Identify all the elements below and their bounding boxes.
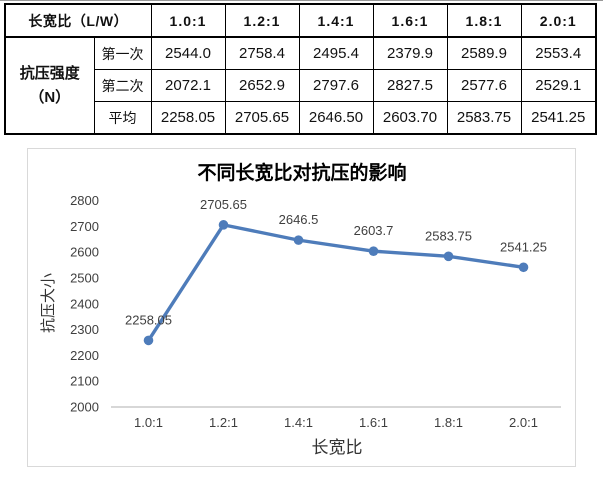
y-axis-title: 抗压大小: [39, 273, 57, 333]
cell: 2705.65: [224, 101, 300, 135]
data-point-marker: [443, 251, 454, 262]
y-tick-label: 2000: [70, 400, 99, 415]
y-tick-label: 2400: [70, 296, 99, 311]
top-divider: [0, 0, 603, 1]
row-group-header-line1: 抗压强度: [19, 64, 80, 82]
col-header-1.4: 1.4:1: [298, 3, 374, 38]
table-row-first: 抗压强度 （N） 第一次 2544.0 2758.4 2495.4 2379.9…: [4, 36, 597, 135]
cell: 2827.5: [372, 69, 448, 102]
cell: 2603.70: [372, 101, 448, 135]
col-header-1.2: 1.2:1: [224, 3, 300, 38]
cell: 2589.9: [446, 36, 522, 70]
col-header-1.0: 1.0:1: [150, 3, 226, 38]
results-table: 长宽比（L/W） 1.0:1 1.2:1 1.4:1 1.6:1 1.8:1 2…: [4, 3, 597, 135]
data-point-marker: [293, 235, 304, 245]
col-header-1.6: 1.6:1: [372, 3, 448, 38]
data-point-label: 2705.65: [200, 197, 247, 212]
x-tick-label: 1.8:1: [434, 415, 463, 430]
cell: 2646.50: [298, 101, 374, 135]
row-group-header-cell: 抗压强度 （N）: [4, 36, 95, 135]
x-tick-label: 1.4:1: [284, 415, 313, 430]
y-tick-label: 2800: [70, 193, 99, 208]
row-label: 第一次: [93, 36, 152, 70]
data-point-marker: [143, 335, 154, 346]
col-header-1.8: 1.8:1: [446, 3, 522, 38]
data-point-marker: [218, 220, 229, 230]
x-tick-label: 1.6:1: [359, 415, 388, 430]
cell: 2541.25: [520, 101, 597, 135]
x-axis-title: 长宽比: [312, 438, 363, 458]
row-group-header-line2: （N）: [29, 88, 71, 106]
table-row-second: 第二次 2072.1 2652.9 2797.6 2827.5 2577.6 2…: [5, 69, 597, 102]
x-tick-label: 2.0:1: [509, 415, 538, 430]
y-tick-label: 2500: [70, 270, 99, 285]
x-tick-label: 1.0:1: [134, 415, 163, 430]
chart-canvas: 不同长宽比对抗压的影响 2000 2100 2200 2300 2400 2500 2600 2…: [39, 161, 561, 458]
line-chart: 不同长宽比对抗压的影响 2000 2100 2200 2300 2400 2500 2600 2…: [27, 148, 576, 467]
y-tick-label: 2700: [70, 219, 99, 234]
data-point-label: 2541.25: [500, 239, 547, 254]
data-point-marker: [368, 246, 379, 256]
y-tick-label: 2300: [70, 322, 99, 337]
cell: 2072.1: [150, 69, 226, 102]
cell: 2544.0: [150, 36, 226, 70]
x-tick-label: 1.2:1: [209, 415, 238, 430]
cell: 2797.6: [298, 69, 374, 102]
data-point-marker: [518, 262, 529, 273]
cell: 2379.9: [372, 36, 448, 70]
cell: 2495.4: [298, 36, 374, 70]
cell: 2758.4: [224, 36, 300, 70]
col-header-2.0: 2.0:1: [520, 3, 597, 38]
cell: 2529.1: [520, 69, 597, 102]
row-label: 第二次: [93, 69, 152, 102]
corner-header-cell: 长宽比（L/W）: [4, 3, 152, 38]
cell: 2583.75: [446, 101, 522, 135]
series-line: [146, 223, 526, 343]
chart-title: 不同长宽比对抗压的影响: [197, 161, 406, 184]
y-tick-label: 2100: [70, 374, 99, 389]
y-tick-label: 2200: [70, 348, 99, 363]
row-label: 平均: [93, 101, 152, 135]
cell: 2577.6: [446, 69, 522, 102]
data-point-label: 2583.75: [425, 228, 472, 243]
table-header-row: 长宽比（L/W） 1.0:1 1.2:1 1.4:1 1.6:1 1.8:1 2…: [4, 3, 597, 38]
cell: 2258.05: [150, 101, 226, 135]
data-point-label: 2646.5: [279, 212, 319, 227]
data-point-label: 2258.05: [125, 312, 172, 327]
cell: 2553.4: [520, 36, 597, 70]
table-row-average: 平均 2258.05 2705.65 2646.50 2603.70 2583.…: [5, 101, 597, 135]
y-tick-label: 2600: [70, 245, 99, 260]
cell: 2652.9: [224, 69, 300, 102]
data-point-label: 2603.7: [354, 223, 394, 238]
